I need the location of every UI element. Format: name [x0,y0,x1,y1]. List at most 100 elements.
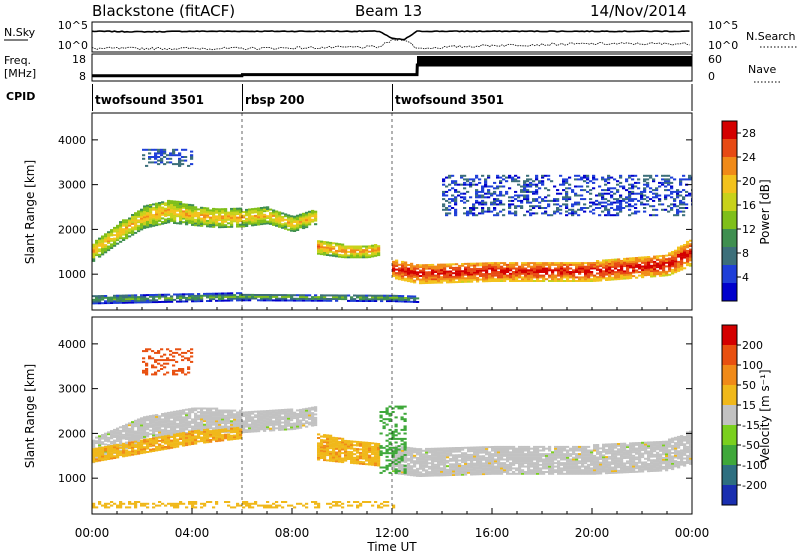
heatmap-cell [664,198,668,201]
heatmap-cell [686,251,690,254]
heatmap-cell [278,220,282,223]
heatmap-cell [622,185,626,188]
heatmap-cell [236,292,240,295]
heatmap-cell [152,450,156,452]
heatmap-cell [461,471,465,474]
heatmap-cell [491,274,495,277]
heatmap-cell [689,259,692,262]
heatmap-cell [332,245,336,248]
heatmap-cell [686,240,690,243]
heatmap-cell [512,262,516,265]
heatmap-cell [632,264,636,267]
heatmap-cell [568,212,572,215]
heatmap-cell [161,217,165,220]
heatmap-cell [107,231,111,234]
heatmap-cell [665,265,669,268]
heatmap-cell [446,472,450,475]
heatmap-cell [539,274,543,277]
heatmap-cell [113,244,117,247]
heatmap-cell [452,448,456,451]
heatmap-cell [215,299,219,302]
heatmap-cell [95,440,99,443]
heatmap-cell [508,205,512,208]
heatmap-cell [574,212,578,215]
heatmap-cell [464,470,468,473]
heatmap-cell [175,163,179,166]
heatmap-cell [140,299,144,302]
heatmap-cell [173,202,177,205]
heatmap-cell [509,265,513,268]
heatmap-cell [227,294,231,297]
heatmap-cell [293,413,297,416]
heatmap-cell [170,431,174,434]
heatmap-cell [491,265,495,268]
heatmap-cell [443,265,447,268]
heatmap-cell [203,434,207,437]
heatmap-cell [587,276,591,279]
heatmap-cell [515,271,519,273]
heatmap-cell [374,254,378,257]
heatmap-cell [422,455,426,458]
heatmap-cell [299,297,303,300]
heatmap-cell [158,433,162,436]
heatmap-cell [317,442,321,445]
heatmap-cell [323,434,327,437]
heatmap-cell [401,448,405,450]
heatmap-cell [485,276,489,279]
heatmap-cell [290,428,294,431]
heatmap-cell [296,418,300,421]
heatmap-cell [601,201,605,204]
heatmap-cell [463,178,467,181]
heatmap-cell [502,174,506,177]
heatmap-cell [272,220,276,223]
heatmap-cell [455,448,459,451]
heatmap-cell [608,278,612,281]
heatmap-cell [584,276,588,279]
heatmap-cell [140,446,144,449]
heatmap-cell [455,466,459,469]
heatmap-cell [497,278,501,281]
heatmap-cell [616,208,620,211]
heatmap-cell [529,201,533,204]
heatmap-cell [662,260,666,263]
heatmap-cell [565,192,569,195]
heatmap-cell [362,448,366,451]
heatmap-cell [305,224,309,227]
heatmap-cell [493,192,497,195]
heatmap-cell [541,176,545,179]
heatmap-cell [671,256,675,259]
heatmap-cell [392,470,396,473]
heatmap-cell [176,209,180,212]
heatmap-cell [182,425,186,428]
heatmap-cell [275,221,279,224]
heatmap-cell [452,450,456,453]
heatmap-cell [233,429,237,432]
heatmap-cell [140,422,144,425]
heatmap-cell [176,438,180,441]
heatmap-cell [682,210,686,213]
heatmap-cell [254,410,258,413]
heatmap-cell [350,444,354,446]
heatmap-cell [248,219,252,222]
heatmap-cell [445,199,449,202]
heatmap-cell [148,148,152,151]
heatmap-cell [158,219,162,222]
heatmap-cell [142,154,146,157]
heatmap-cell [595,203,599,206]
heatmap-cell [200,219,204,222]
heatmap-cell [230,431,234,434]
heatmap-cell [188,420,192,423]
heatmap-cell [589,180,593,183]
heatmap-cell [497,276,501,279]
heatmap-cell [218,294,222,297]
heatmap-cell [404,297,408,299]
heatmap-cell [161,208,165,211]
heatmap-cell [670,176,674,179]
heatmap-cell [646,174,650,177]
heatmap-cell [176,410,180,413]
heatmap-cell [302,415,306,418]
heatmap-cell [157,159,161,162]
heatmap-cell [326,438,330,440]
heatmap-cell [212,215,216,218]
heatmap-cell [680,266,684,269]
